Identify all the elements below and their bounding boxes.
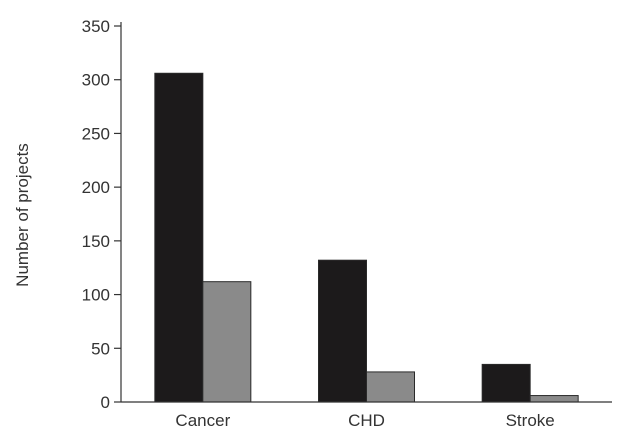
bar-cancer-series-2 (202, 281, 252, 403)
bar-cancer-series-1 (154, 72, 204, 403)
y-tick-label: 0 (101, 393, 110, 412)
y-tick-label: 350 (82, 17, 110, 36)
bars (154, 72, 579, 403)
y-tick-label: 300 (82, 71, 110, 90)
y-tick-label: 50 (91, 339, 110, 358)
x-tick-label-stroke: Stroke (506, 411, 555, 428)
x-axis-ticks: Cancer CHD Stroke (175, 411, 554, 428)
y-tick-label: 150 (82, 232, 110, 251)
y-tick-label: 250 (82, 124, 110, 143)
y-axis-ticks: 0 50 100 150 200 250 300 350 (82, 17, 121, 412)
bar-stroke-series-1 (481, 363, 531, 403)
bar-chd-series-1 (318, 259, 367, 403)
y-tick-label: 200 (82, 178, 110, 197)
x-tick-label-cancer: Cancer (175, 411, 230, 428)
y-axis-title: Number of projects (13, 143, 32, 287)
bar-chd-series-2 (366, 371, 415, 403)
y-tick-label: 100 (82, 286, 110, 305)
bar-stroke-series-2 (529, 395, 579, 403)
x-tick-label-chd: CHD (348, 411, 385, 428)
